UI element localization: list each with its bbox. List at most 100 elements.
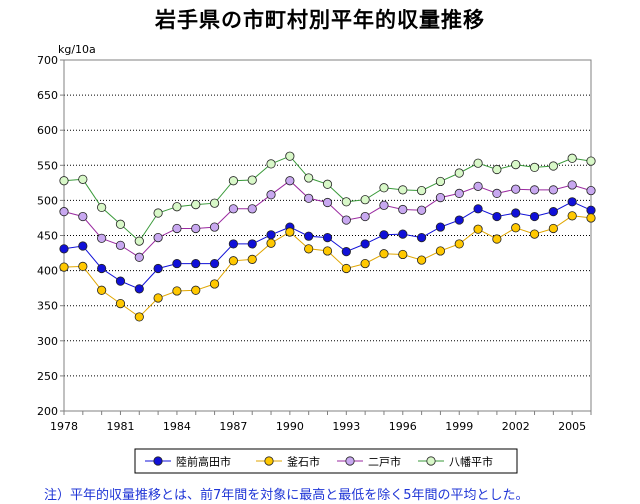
point-2-1999 [454,239,464,249]
gridlines [64,94,591,377]
point-3-1982 [134,252,144,262]
point-1-1980 [97,263,107,274]
plot-frame [63,59,592,412]
point-2-2005 [567,211,577,221]
point-1-1982 [134,284,144,294]
point-3-1980 [97,233,107,243]
point-4-2000 [473,158,483,168]
point-3-1984 [172,223,182,234]
point-1-1984 [172,258,182,269]
point-4-1980 [97,202,107,213]
point-3-2002 [511,184,521,194]
point-3-2001 [492,188,502,198]
point-2-1980 [97,285,107,295]
x-tick-label-1981: 1981 [106,420,134,433]
footnote: 注）平年的収量推移とは、前7年間を対象に最高と最低を除く5年間の平均とした。 [44,488,529,503]
x-tick-label-1984: 1984 [163,420,191,433]
point-1-1993 [341,247,351,257]
point-4-1997 [417,185,427,196]
point-3-2004 [548,185,558,195]
point-2-2000 [473,224,483,234]
point-3-1995 [379,200,389,210]
y-tick-label-450: 450 [37,230,58,243]
point-4-1989 [266,159,276,169]
legend-label-1: 陸前高田市 [176,455,231,469]
point-1-1991 [304,231,314,241]
x-tick-label-1990: 1990 [276,420,304,433]
y-tick-label-300: 300 [37,335,58,348]
legend-marker-3 [345,456,355,466]
point-3-1994 [360,211,370,222]
series-line-2 [63,215,592,318]
point-4-1988 [247,175,257,185]
point-2-2002 [511,223,521,233]
y-axis-label: kg/10a [58,43,96,56]
legend-label-4: 八幡平市 [449,455,493,469]
point-3-1991 [304,193,314,203]
point-2-1992 [322,246,333,256]
legend-marker-4 [426,456,436,466]
y-tick-label-350: 350 [37,300,58,313]
point-1-2000 [473,204,483,214]
point-2-1996 [398,249,408,260]
x-axis-ticks: 1978 1981 1984 1987 1990 1993 1996 1999 2002 2005 [50,411,592,433]
point-2-1997 [417,255,427,265]
point-3-1997 [417,205,427,215]
point-4-1993 [341,197,351,207]
point-2-1989 [266,238,276,248]
x-tick-label-2005: 2005 [558,420,586,433]
point-2-1986 [209,279,220,289]
point-4-1991 [304,173,314,183]
y-tick-label-500: 500 [37,194,58,207]
point-2-1978 [59,262,69,272]
legend-label-2: 釜石市 [287,455,320,469]
point-1-2006 [586,205,596,215]
point-1-2003 [529,211,540,222]
legend-item-3: 二戸市 [337,455,401,469]
point-1-1996 [398,229,408,239]
point-1-2004 [548,207,558,217]
point-4-2002 [511,159,521,170]
point-1-2005 [567,197,577,207]
y-axis-ticks: 200 250 300 350 400 450 500 550 600 650 700 [37,54,64,418]
point-2-2006 [586,213,596,223]
legend-box [134,448,518,474]
point-3-1985 [191,223,201,234]
point-4-2003 [529,162,540,173]
point-3-2003 [529,185,540,195]
legend: 陸前高田市 釜石市 二戸市 八幡平市 [134,448,518,474]
point-2-1994 [360,258,370,269]
point-2-1985 [191,285,201,295]
point-3-1990 [285,176,295,186]
point-4-1996 [398,185,408,195]
point-3-2006 [586,185,596,196]
chart-title: 岩手県の市町村別平年的収量推移 [155,8,485,32]
point-4-1982 [134,236,144,246]
point-3-1988 [247,204,257,214]
point-2-1983 [153,293,163,303]
y-tick-label-650: 650 [37,89,58,102]
point-3-1992 [322,197,333,208]
point-4-1984 [172,202,182,212]
point-1-1978 [59,244,69,254]
x-tick-label-2002: 2002 [502,420,530,433]
point-2-1981 [115,298,126,309]
point-4-1985 [191,200,201,210]
point-1-1989 [266,230,276,240]
point-4-2004 [548,161,558,171]
point-4-2001 [492,164,502,175]
point-3-1999 [454,188,464,198]
y-tick-label-700: 700 [37,54,58,67]
point-2-1995 [379,249,389,259]
y-tick-label-200: 200 [37,405,58,418]
point-2-1990 [285,227,295,237]
x-tick-label-1993: 1993 [332,420,360,433]
point-4-1983 [153,208,163,218]
legend-item-4: 八幡平市 [418,455,493,469]
point-3-1998 [435,192,446,203]
point-3-1981 [115,240,126,250]
point-3-1983 [153,233,163,243]
point-4-1987 [228,176,238,186]
point-1-1983 [153,263,163,274]
